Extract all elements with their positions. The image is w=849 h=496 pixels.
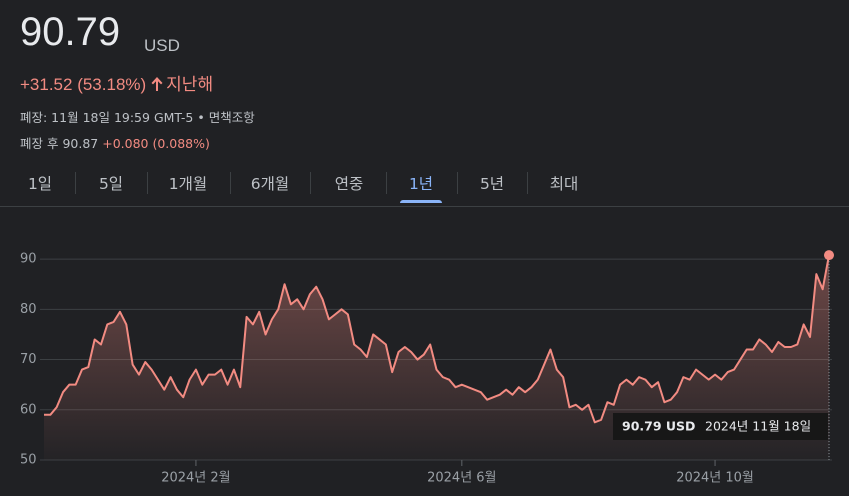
tooltip-box xyxy=(613,413,828,440)
price-area xyxy=(44,255,829,460)
tab-separator xyxy=(457,172,458,194)
change: +31.52 (53.18%) xyxy=(20,75,147,94)
y-tick-label: 70 xyxy=(20,352,37,367)
price: 90.79 xyxy=(20,10,121,54)
tab-separator xyxy=(230,172,231,194)
last-point xyxy=(824,250,834,261)
after-hours-row: 폐장 후 90.87 +0.080 (0.088%) xyxy=(20,133,210,152)
tab-separator xyxy=(386,172,387,194)
closed-row: 폐장: 11월 18일 19:59 GMT-5 • 면책조항 xyxy=(20,107,255,126)
range-tabs: 1일 5일 1개월 6개월 연중 1년 5년 최대 xyxy=(0,168,849,207)
tab-separator xyxy=(147,172,148,194)
y-tick-label: 50 xyxy=(20,453,37,468)
range-tab[interactable]: 5일 xyxy=(98,175,124,193)
range-tab[interactable]: 1개월 xyxy=(168,175,208,193)
closed-time: 폐장: 11월 18일 19:59 GMT-5 • xyxy=(20,110,205,125)
up-arrow xyxy=(151,77,163,91)
range-tab[interactable]: 5년 xyxy=(479,175,505,193)
tab-separator xyxy=(310,172,311,194)
period: 지난해 xyxy=(166,75,214,94)
price-line xyxy=(44,254,830,424)
x-tick-label: 2024년 2월 xyxy=(161,471,230,486)
after-hours: 폐장 후 90.87 xyxy=(20,136,99,151)
tab-separator xyxy=(527,172,528,194)
range-tab[interactable]: 연중 xyxy=(334,175,364,193)
after-hours-change: +0.080 (0.088%) xyxy=(102,136,210,151)
currency: USD xyxy=(144,36,180,55)
range-tab[interactable]: 1일 xyxy=(27,175,53,193)
range-tab[interactable]: 1년 xyxy=(408,175,434,193)
range-tab[interactable]: 6개월 xyxy=(250,175,290,193)
selected-underline xyxy=(400,200,442,203)
y-tick-label: 90 xyxy=(20,252,37,267)
tooltip-date: 2024년 11월 18일 xyxy=(705,419,811,434)
disclaimer-link[interactable]: 면책조항 xyxy=(208,110,255,125)
y-tick-label: 80 xyxy=(20,302,37,317)
chart: 50 60 70 80 90 2024년 2월 2024년 6월 2024년 10월 90.79… xyxy=(20,250,834,486)
range-tab[interactable]: 최대 xyxy=(549,175,579,193)
x-tick-label: 2024년 10월 xyxy=(676,471,754,486)
x-tick-label: 2024년 6월 xyxy=(427,471,496,486)
y-tick-label: 60 xyxy=(20,402,37,417)
tab-separator xyxy=(75,172,76,194)
change-row: +31.52 (53.18%) 지난해 xyxy=(20,70,213,95)
tooltip-value: 90.79 USD xyxy=(622,419,695,434)
